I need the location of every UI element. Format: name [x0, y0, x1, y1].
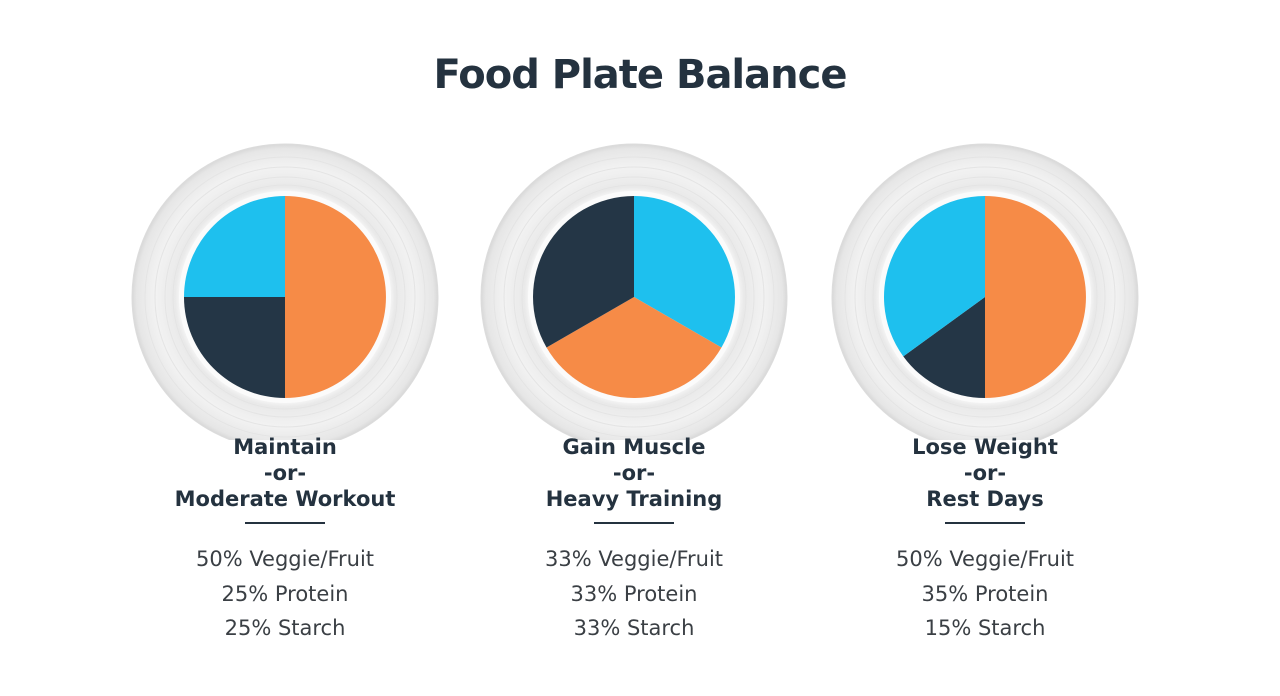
plate-label-line: Lose Weight	[912, 435, 1058, 459]
page-title: Food Plate Balance	[433, 52, 848, 98]
stat-line: 33% Protein	[570, 581, 698, 606]
pie-slice-protein	[884, 196, 985, 357]
stat-line: 15% Starch	[924, 616, 1046, 640]
pie-slice-veggie	[985, 196, 1086, 398]
plate-column: Maintain -or- Moderate Workout 50% Veggie/F…	[110, 110, 460, 650]
stat-line: 50% Veggie/Fruit	[895, 547, 1075, 571]
stat-line: 35% Protein	[921, 581, 1049, 606]
plate-stats: 50% Veggie/Fruit 25% Protein 25% Starch	[110, 542, 460, 646]
plate-label-line: Maintain	[233, 435, 337, 459]
plate-pie-chart	[480, 143, 788, 440]
stat-line: 33% Starch	[573, 616, 695, 640]
plate-stats: 33% Veggie/Fruit 33% Protein 33% Starch	[459, 542, 809, 646]
pie-slice-starch	[184, 297, 285, 398]
pie-slice-starch	[903, 297, 985, 398]
plate-label-line: -or-	[612, 461, 656, 485]
plate-label-line: -or-	[963, 461, 1007, 485]
stat-line: 33% Veggie/Fruit	[544, 547, 724, 571]
plate-label-line: -or-	[263, 461, 307, 485]
divider	[245, 522, 325, 524]
pie-slice-starch	[533, 196, 634, 348]
plate-label: Gain Muscle -or- Heavy Training	[459, 434, 809, 512]
plate-pie-chart	[131, 143, 439, 440]
stat-line: 50% Veggie/Fruit	[195, 547, 375, 571]
plate-pie-chart	[831, 143, 1139, 440]
plate-label: Lose Weight -or- Rest Days	[810, 434, 1160, 512]
plate-column: Lose Weight -or- Rest Days 50% Veggie/Fruit…	[810, 110, 1160, 650]
divider	[945, 522, 1025, 524]
pie-slice-veggie	[546, 297, 722, 398]
pie-slice-veggie	[285, 196, 386, 398]
divider	[594, 522, 674, 524]
plate-label-line: Heavy Training	[545, 487, 723, 511]
stat-line: 25% Protein	[221, 581, 349, 606]
pie-slice-protein	[184, 196, 285, 297]
plate-label-line: Gain Muscle	[562, 435, 706, 459]
pie-slice-protein	[634, 196, 735, 348]
plate-label: Maintain -or- Moderate Workout	[110, 434, 460, 512]
plate-stats: 50% Veggie/Fruit 35% Protein 15% Starch	[810, 542, 1160, 646]
plate-label-line: Moderate Workout	[174, 487, 396, 511]
plate-label-line: Rest Days	[926, 487, 1044, 511]
plate-column: Gain Muscle -or- Heavy Training 33% Veggie/…	[459, 110, 809, 650]
stat-line: 25% Starch	[224, 616, 346, 640]
